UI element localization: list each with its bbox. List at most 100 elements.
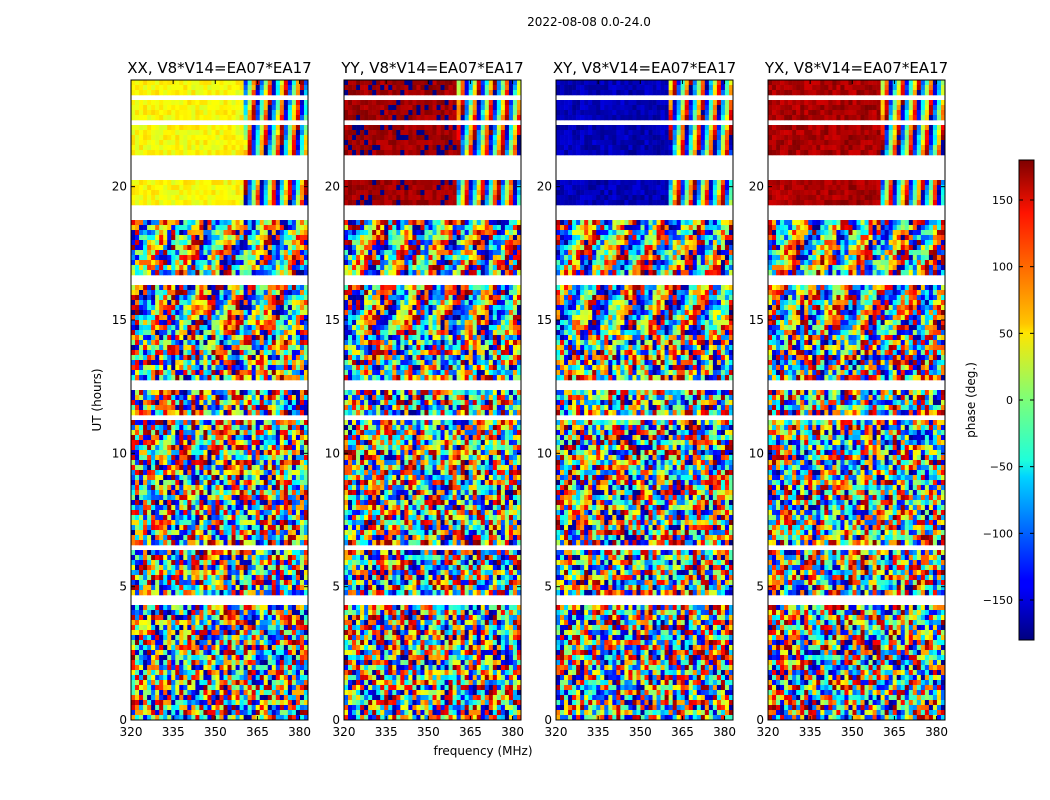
heatmap-cell [295, 295, 301, 301]
heatmap-cell [275, 390, 281, 396]
heatmap-cell [191, 80, 196, 86]
heatmap-cell [215, 465, 220, 471]
heatmap-cell [143, 230, 148, 236]
heatmap-cell [179, 700, 184, 706]
heatmap-cell [191, 135, 196, 141]
heatmap-cell [215, 375, 220, 381]
heatmap-cell [291, 555, 297, 561]
heatmap-cell [151, 330, 156, 336]
heatmap-cell [259, 85, 265, 91]
heatmap-cell [147, 585, 152, 591]
heatmap-cell [163, 85, 168, 91]
heatmap-cell [171, 555, 176, 561]
heatmap-cell [223, 455, 228, 461]
heatmap-cell [175, 445, 180, 451]
heatmap-cell [299, 300, 305, 306]
heatmap-cell [207, 390, 212, 396]
heatmap-cell [287, 225, 293, 231]
heatmap-cell [267, 135, 273, 141]
heatmap-cell [295, 555, 301, 561]
heatmap-cell [183, 110, 188, 116]
heatmap-cell [199, 450, 204, 456]
heatmap-cell [159, 485, 164, 491]
heatmap-cell [227, 100, 232, 106]
heatmap-cell [279, 515, 285, 521]
heatmap-cell [295, 695, 301, 701]
heatmap-cell [139, 540, 144, 546]
heatmap-cell [283, 665, 289, 671]
heatmap-cell [215, 515, 220, 521]
heatmap-cell [143, 500, 148, 506]
heatmap-cell [199, 265, 204, 271]
heatmap-cell [131, 300, 136, 306]
heatmap-cell [139, 85, 144, 91]
heatmap-cell [195, 455, 200, 461]
heatmap-cell [163, 625, 168, 631]
heatmap-cell [147, 130, 152, 136]
heatmap-cell [295, 565, 301, 571]
heatmap-cell [211, 410, 216, 416]
heatmap-cell [283, 680, 289, 686]
heatmap-cell [271, 505, 277, 511]
heatmap-cell [263, 145, 269, 151]
heatmap-cell [203, 500, 208, 506]
heatmap-cell [183, 660, 188, 666]
x-tick-label: 380 [288, 725, 311, 739]
heatmap-cell [255, 495, 261, 501]
heatmap-cell [175, 490, 180, 496]
heatmap-cell [171, 310, 176, 316]
heatmap-cell [199, 125, 204, 131]
y-tick-label: 10 [112, 446, 127, 460]
heatmap-cell [504, 85, 510, 91]
heatmap-cell [191, 245, 196, 251]
heatmap-cell [151, 580, 156, 586]
heatmap-cell [151, 325, 156, 331]
heatmap-cell [227, 80, 232, 86]
heatmap-cell [179, 140, 184, 146]
heatmap-cell [171, 705, 176, 711]
heatmap-cell [235, 410, 240, 416]
heatmap-cell [283, 200, 289, 206]
heatmap-cell [175, 555, 180, 561]
heatmap-cell [223, 685, 228, 691]
heatmap-cell [227, 465, 232, 471]
heatmap-cell [247, 515, 252, 521]
heatmap-cell [131, 690, 136, 696]
heatmap-cell [143, 425, 148, 431]
heatmap-cell [207, 290, 212, 296]
heatmap-cell [155, 195, 160, 201]
heatmap-cell [303, 115, 309, 121]
heatmap-cell [267, 540, 273, 546]
heatmap-cell [243, 435, 248, 441]
heatmap-cell [303, 560, 309, 566]
heatmap-cell [187, 365, 192, 371]
heatmap-cell [247, 450, 252, 456]
heatmap-cell [139, 410, 144, 416]
heatmap-cell [259, 445, 265, 451]
heatmap-cell [135, 320, 140, 326]
heatmap-cell [239, 260, 244, 266]
heatmap-cell [404, 90, 409, 96]
heatmap-cell [235, 370, 240, 376]
heatmap-cell [207, 505, 212, 511]
heatmap-cell [167, 690, 172, 696]
heatmap-cell [243, 190, 248, 196]
heatmap-cell [139, 425, 144, 431]
heatmap-cell [131, 325, 136, 331]
heatmap-cell [239, 300, 244, 306]
heatmap-cell [291, 90, 297, 96]
heatmap-cell [263, 675, 269, 681]
heatmap-cell [243, 530, 248, 536]
heatmap-cell [271, 405, 277, 411]
heatmap-cell [179, 590, 184, 596]
heatmap-cell [267, 555, 273, 561]
heatmap-cell [239, 235, 244, 241]
heatmap-cell [151, 390, 156, 396]
heatmap-cell [211, 450, 216, 456]
heatmap-cell [163, 150, 168, 156]
heatmap-cell [251, 85, 256, 91]
heatmap-cell [143, 685, 148, 691]
heatmap-cell [275, 490, 281, 496]
heatmap-cell [303, 445, 309, 451]
heatmap-cell [287, 295, 293, 301]
